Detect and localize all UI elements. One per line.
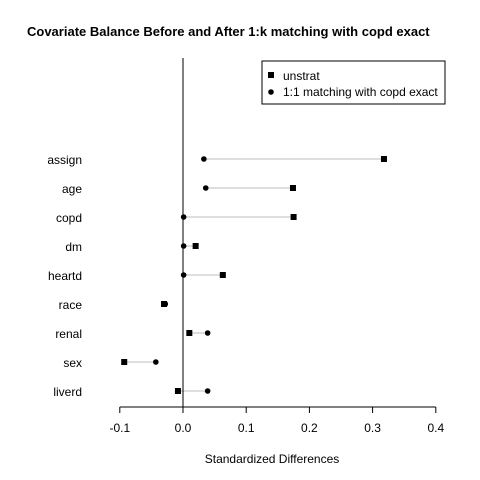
matched-point [180,243,187,249]
category-label: dm [65,240,82,254]
category-label: race [59,298,83,312]
matched-point [180,272,187,278]
category-label: renal [55,327,82,341]
category-label: age [62,182,82,196]
category-label: sex [63,356,82,370]
x-tick-label: 0.4 [427,421,444,435]
category-label: assign [47,153,82,167]
matched-point [201,156,207,162]
legend: unstrat 1:1 matching with copd exact [261,60,446,105]
data-points [121,156,387,394]
x-tick-label: 0.0 [175,421,192,435]
matched-point [180,214,187,220]
category-label: copd [56,211,82,225]
category-labels: assign age copd dm heartd race renal sex liverd [47,153,82,399]
unstrat-point [289,185,296,191]
category-label: heartd [48,269,82,283]
legend-circle-marker [268,89,274,95]
x-axis-label: Standardized Differences [205,452,340,466]
legend-label-matched: 1:1 matching with copd exact [283,85,438,99]
matched-point [204,388,211,394]
x-tick-label: 0.3 [364,421,381,435]
x-axis-ticks: -0.1 0.0 0.1 0.2 0.3 0.4 [109,407,444,435]
matched-point [162,301,169,307]
matched-point [204,330,211,336]
chart-title: Covariate Balance Before and After 1:k m… [27,24,430,39]
unstrat-point [219,272,226,278]
matched-point [153,359,159,365]
unstrat-point [186,330,193,336]
connector-lines [124,158,384,392]
matched-point [202,185,209,191]
x-tick-label: 0.1 [238,421,255,435]
x-tick-label: 0.2 [301,421,318,435]
unstrat-point [192,243,199,249]
legend-box [261,60,446,105]
legend-label-unstrat: unstrat [283,69,320,83]
unstrat-point [121,359,128,365]
unstrat-point [174,388,181,394]
legend-square-marker [268,72,274,78]
x-tick-label: -0.1 [109,421,130,435]
unstrat-point [290,214,297,220]
category-label: liverd [53,385,82,399]
unstrat-point [380,156,387,162]
